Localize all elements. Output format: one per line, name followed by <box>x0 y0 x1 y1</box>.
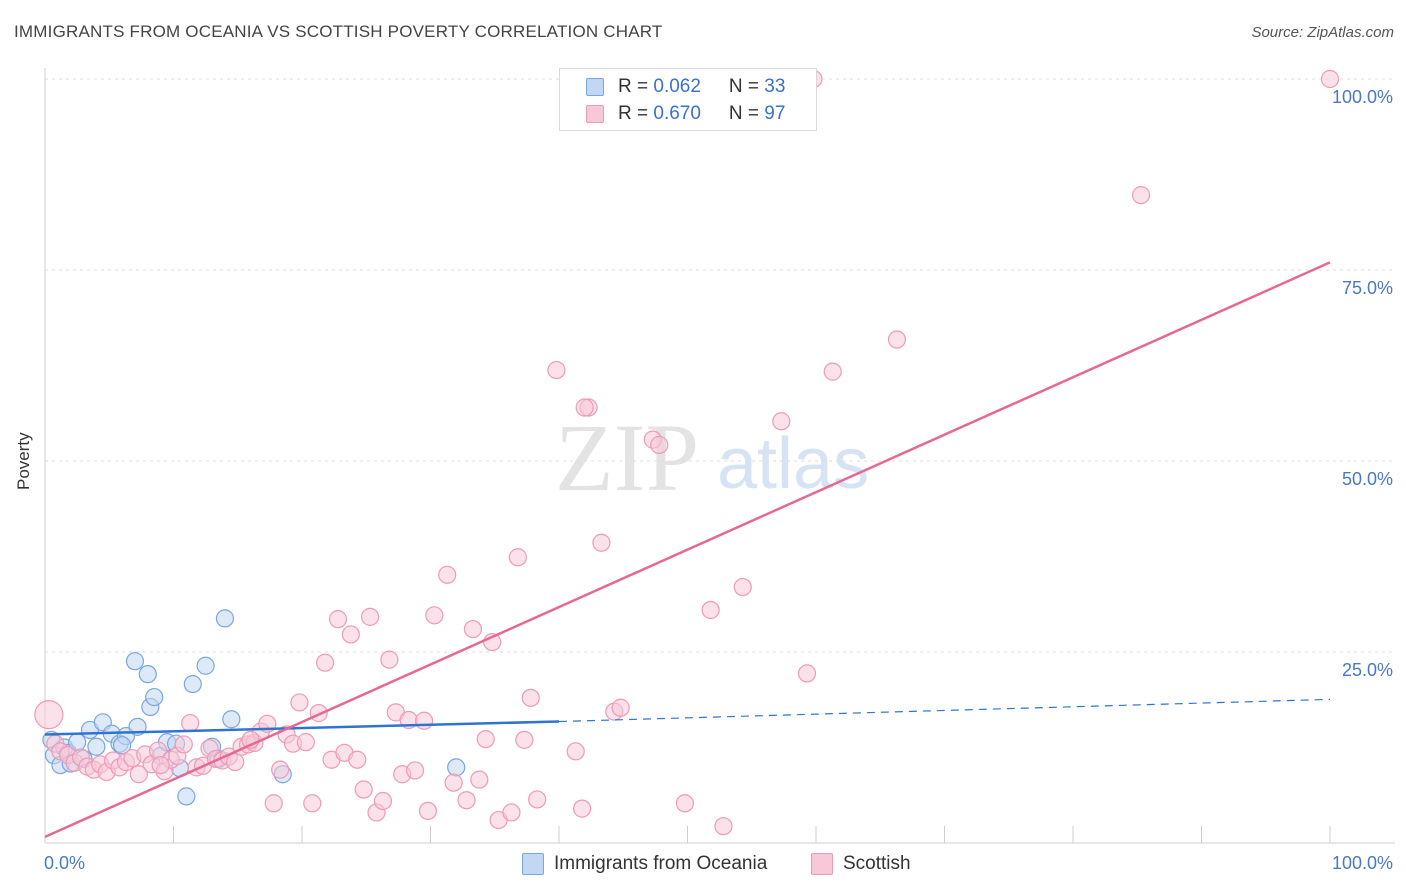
scottish-point <box>438 565 457 584</box>
scottish-point <box>129 765 148 784</box>
scottish-point <box>380 650 399 669</box>
scottish-point <box>361 607 380 626</box>
scottish-point <box>457 791 476 810</box>
oceania-trend-extension <box>558 698 1331 723</box>
oceania-point <box>177 787 196 806</box>
oceania-point <box>447 758 466 777</box>
scottish-point <box>425 606 444 625</box>
legend-scottish-swatch <box>811 853 833 875</box>
legend-oceania-label: Immigrants from Oceania <box>554 853 768 874</box>
scottish-point <box>650 435 669 455</box>
oceania-n-value: 33 <box>764 76 786 97</box>
scottish-point <box>575 398 594 417</box>
oceania-point <box>215 609 234 628</box>
scottish-trend-line <box>44 261 1331 839</box>
scottish-n-label: N = <box>728 103 765 124</box>
y-tick-label: 25.0% <box>1342 660 1393 680</box>
chart-title: IMMIGRANTS FROM OCEANIA VS SCOTTISH POVE… <box>14 22 663 41</box>
scottish-point <box>328 610 348 629</box>
scottish-point <box>573 799 592 818</box>
legend-scottish-label: Scottish <box>843 853 911 874</box>
scottish-point <box>566 742 585 761</box>
legend-oceania-swatch <box>522 853 544 875</box>
oceania-point <box>222 710 241 729</box>
stats-legend-row-scottish: R = 0.670 N = 97 <box>586 101 785 127</box>
scottish-point <box>303 794 322 813</box>
legend-item-oceania[interactable]: Immigrants from Oceania <box>522 852 767 876</box>
scottish-point <box>611 698 630 717</box>
legend-item-scottish[interactable]: Scottish <box>811 852 911 876</box>
scottish-point <box>341 625 360 644</box>
scottish-point <box>714 817 733 836</box>
scottish-r-value: 0.670 <box>653 103 701 124</box>
scottish-r-label: R = <box>618 103 654 124</box>
scottish-n-value: 97 <box>764 103 786 124</box>
stats-legend-row-oceania: R = 0.062 N = 33 <box>586 74 785 100</box>
oceania-point <box>183 674 202 694</box>
oceania-n-label: N = <box>728 76 765 97</box>
scottish-point <box>887 330 907 349</box>
oceania-point <box>87 737 106 756</box>
scottish-point <box>296 733 315 752</box>
y-tick-label: 75.0% <box>1342 278 1393 298</box>
y-tick-label: 100.0% <box>1332 87 1393 107</box>
scottish-point <box>508 548 527 567</box>
oceania-point <box>145 687 164 707</box>
scottish-point <box>226 752 245 772</box>
scottish-point <box>515 730 534 749</box>
scottish-point <box>444 773 463 792</box>
scottish-point <box>528 790 547 809</box>
oceania-r-label: R = <box>618 76 654 97</box>
scottish-point <box>463 619 483 639</box>
scottish-point <box>1132 186 1151 205</box>
scottish-point <box>547 360 566 380</box>
scottish-point <box>271 760 290 779</box>
watermark-atlas: atlas <box>717 424 869 504</box>
oceania-r-value: 0.062 <box>653 76 701 97</box>
stats-legend: R = 0.062 N = 33 R = 0.670 N = 97 <box>559 68 817 131</box>
scottish-point <box>733 577 752 597</box>
x-tick-label-min: 0.0% <box>44 853 85 873</box>
oceania-point <box>196 656 215 675</box>
scottish-point <box>174 735 193 754</box>
scottish-legend-swatch <box>586 105 604 123</box>
y-tick-label: 50.0% <box>1342 469 1393 489</box>
scottish-point <box>823 362 842 381</box>
oceania-point <box>125 652 145 671</box>
scottish-point <box>290 693 309 712</box>
oceania-trend-line <box>44 720 560 736</box>
scottish-point <box>502 803 521 822</box>
x-tick-label-max: 100.0% <box>1332 853 1393 873</box>
scottish-point <box>151 755 170 775</box>
scottish-point <box>675 794 695 813</box>
scottish-point <box>772 412 791 431</box>
scottish-point <box>414 711 434 730</box>
oceania-point <box>138 665 157 684</box>
scottish-point <box>592 533 611 552</box>
scottish-point <box>476 729 495 749</box>
scottish-point <box>316 653 335 672</box>
watermark-zip: ZIP <box>555 404 699 511</box>
scottish-point <box>264 794 283 813</box>
scottish-point <box>470 770 489 789</box>
chart-source: Source: ZipAtlas.com <box>1251 24 1394 41</box>
scottish-point <box>405 761 425 780</box>
scottish-point <box>797 664 817 683</box>
oceania-point <box>112 736 132 755</box>
scottish-point <box>418 801 438 821</box>
scottish-point <box>354 780 373 799</box>
scottish-point <box>348 750 367 769</box>
scottish-point <box>181 713 200 733</box>
scottish-point <box>1320 69 1340 89</box>
scottish-point <box>34 700 64 730</box>
scottish-point <box>701 600 720 620</box>
scottish-point <box>373 791 393 811</box>
scottish-point <box>521 688 540 707</box>
oceania-legend-swatch <box>586 78 604 96</box>
